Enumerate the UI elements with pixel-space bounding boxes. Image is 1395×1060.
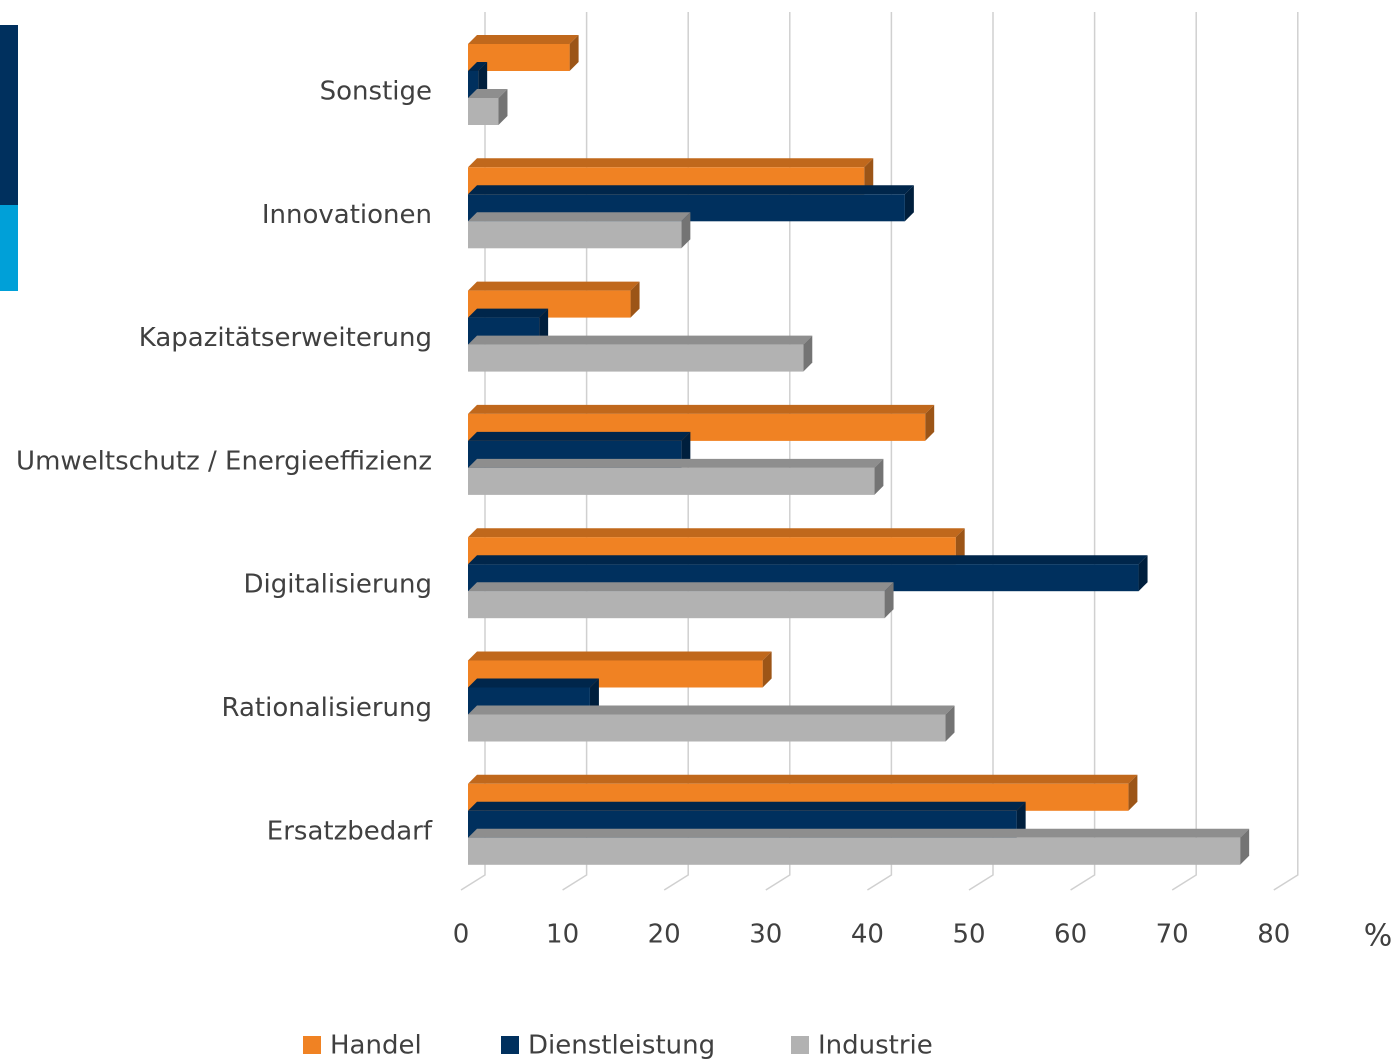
bar-top — [468, 458, 884, 468]
bar — [468, 281, 640, 318]
bar — [468, 828, 1250, 865]
bar — [468, 35, 579, 71]
bar-side — [925, 404, 935, 441]
bar-side — [1138, 555, 1148, 592]
y-tick-label: Digitalisierung — [244, 570, 432, 600]
bar-side — [681, 212, 691, 249]
x-tick-label: 50 — [952, 920, 985, 950]
bar-top — [468, 555, 1148, 565]
grid-line — [1273, 12, 1299, 891]
bar-top — [468, 158, 874, 168]
bar-front — [468, 71, 479, 98]
legend-label: Dienstleistung — [528, 1031, 715, 1060]
bar-top — [468, 185, 914, 195]
bar — [468, 705, 955, 742]
x-tick-label: 30 — [749, 920, 782, 950]
bar-top — [468, 89, 508, 98]
bar-top — [468, 62, 488, 71]
bar-top — [468, 335, 813, 345]
bar-top — [468, 651, 772, 661]
bar-side — [1128, 774, 1138, 811]
bar-side — [630, 281, 640, 318]
bar-side — [498, 89, 508, 125]
decoration-bar — [0, 25, 18, 205]
x-tick-label: 10 — [546, 920, 579, 950]
legend-swatch — [791, 1036, 809, 1054]
bar-side — [569, 35, 579, 71]
decoration-bar — [0, 205, 18, 291]
bar-front — [468, 837, 1241, 865]
grid-line — [663, 12, 689, 891]
bar-top — [468, 308, 549, 318]
bar-front — [468, 591, 885, 619]
bar — [468, 308, 549, 345]
bar-side — [762, 651, 772, 688]
bar-side — [884, 582, 894, 619]
bar-top — [468, 774, 1138, 784]
bar — [468, 212, 691, 249]
bar-top — [468, 404, 935, 414]
bar — [468, 335, 813, 372]
bar-front — [468, 467, 875, 495]
bar-front — [468, 714, 946, 742]
grid-line — [1070, 12, 1096, 891]
bar-front — [468, 98, 499, 125]
grid-line — [765, 12, 791, 891]
x-tick-label: 80 — [1257, 920, 1290, 950]
bar-top — [468, 801, 1026, 811]
bar-top — [468, 35, 579, 44]
bar-side — [945, 705, 955, 742]
bar-side — [1240, 828, 1250, 865]
y-tick-label: Rationalisierung — [221, 693, 432, 723]
bar — [468, 404, 935, 441]
x-tick-label: 40 — [851, 920, 884, 950]
legend-swatch — [303, 1036, 321, 1054]
x-tick-label: 20 — [648, 920, 681, 950]
bar-side — [874, 458, 884, 495]
grid-line — [867, 12, 893, 891]
bar-top — [468, 828, 1250, 838]
bar-top — [468, 528, 965, 538]
y-tick-label: Sonstige — [320, 77, 432, 107]
x-tick-label: 60 — [1054, 920, 1087, 950]
bar-top — [468, 431, 691, 441]
y-tick-label: Ersatzbedarf — [267, 816, 433, 846]
legend-label: Handel — [330, 1031, 422, 1060]
y-tick-label: Innovationen — [262, 200, 432, 230]
bar-side — [803, 335, 813, 372]
bar-side — [904, 185, 914, 222]
grid-line — [1171, 12, 1197, 891]
x-tick-label: 70 — [1156, 920, 1189, 950]
bar — [468, 89, 508, 125]
bar — [468, 458, 884, 495]
bar-top — [468, 281, 640, 291]
y-tick-label: Umweltschutz / Energieeffizienz — [16, 446, 432, 476]
legend-label: Industrie — [818, 1031, 933, 1060]
bar — [468, 582, 894, 619]
bar-top — [468, 678, 599, 688]
bar-front — [468, 221, 682, 249]
x-tick-label: 0 — [453, 920, 470, 950]
bar-front — [468, 344, 804, 372]
bar-top — [468, 705, 955, 715]
x-unit-label: % — [1364, 919, 1393, 954]
bar-top — [468, 212, 691, 222]
y-tick-label: Kapazitätserweiterung — [139, 323, 432, 353]
grid-line — [968, 12, 994, 891]
bar-top — [468, 582, 894, 592]
legend-swatch — [501, 1036, 519, 1054]
